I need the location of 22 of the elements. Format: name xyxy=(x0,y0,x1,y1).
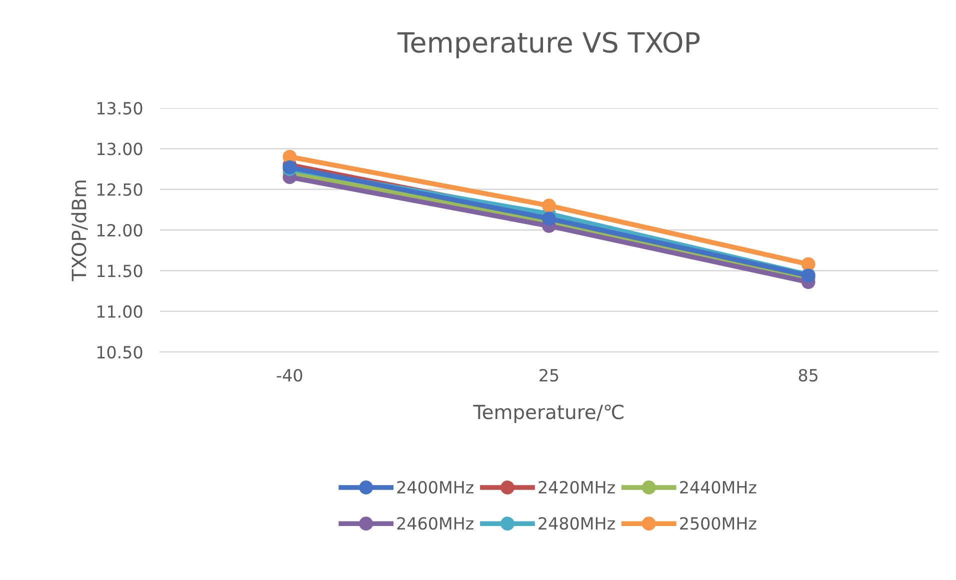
x-axis-title: Temperature/℃ xyxy=(473,404,624,424)
legend-label: 2480MHz xyxy=(538,517,615,530)
legend-label: 2440MHz xyxy=(680,480,756,494)
x-tick-label: -40 xyxy=(276,368,302,382)
point xyxy=(542,198,556,213)
y-tick-label: 11.00 xyxy=(97,305,142,318)
legend-label: 2500MHz xyxy=(680,517,756,530)
y-axis-title: TXOP/dBm xyxy=(71,180,88,282)
point xyxy=(801,257,816,272)
x-tick-label: 25 xyxy=(540,368,558,382)
legend-label: 2420MHz xyxy=(538,480,615,494)
y-tick-label: 13.00 xyxy=(97,142,142,156)
y-tick-label: 12.50 xyxy=(97,183,142,196)
point xyxy=(542,212,556,226)
legend-label: 2460MHz xyxy=(397,517,474,530)
y-tick-label: 10.50 xyxy=(97,346,142,359)
y-tick-label: 12.00 xyxy=(97,224,142,237)
y-tick-label: 11.50 xyxy=(97,264,142,278)
x-tick-label: 85 xyxy=(798,368,818,382)
y-tick-label: 13.50 xyxy=(97,102,142,115)
legend-label: 2400MHz xyxy=(397,480,474,494)
chart-title: Temperature VS TXOP xyxy=(397,32,700,58)
